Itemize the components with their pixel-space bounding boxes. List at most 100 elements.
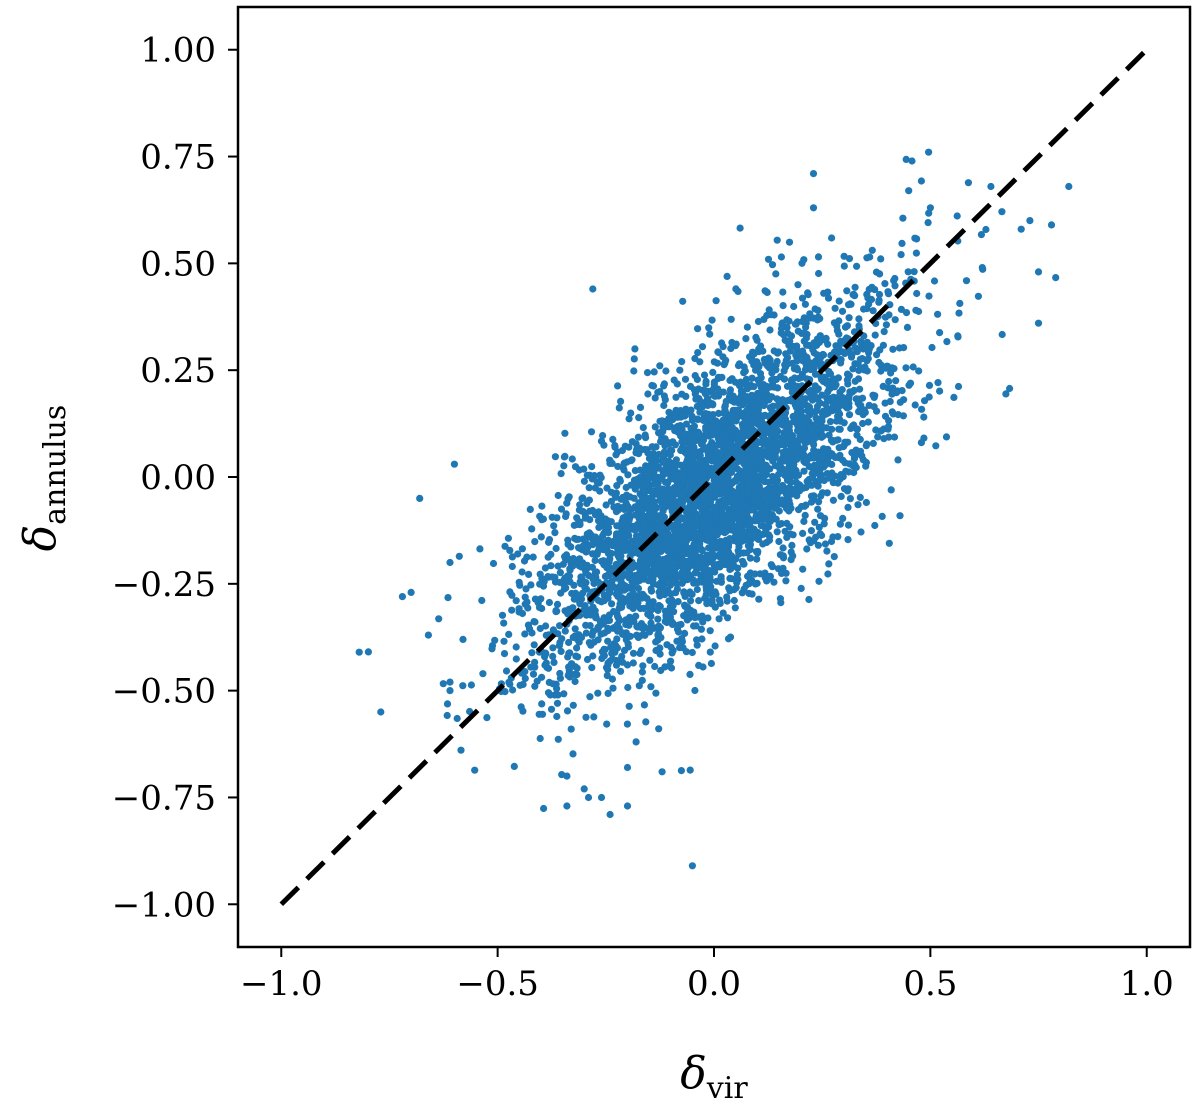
data-point <box>727 468 736 476</box>
data-point <box>651 423 659 431</box>
data-point <box>519 680 527 689</box>
data-point <box>672 393 680 401</box>
data-point <box>545 538 553 546</box>
data-point <box>786 396 794 404</box>
data-point <box>718 441 726 449</box>
data-point <box>613 522 621 530</box>
data-point <box>564 671 572 680</box>
data-point <box>691 450 699 458</box>
data-point <box>705 485 714 493</box>
data-point <box>796 445 804 453</box>
data-point <box>776 595 785 603</box>
data-point <box>902 309 911 317</box>
data-point <box>590 713 598 721</box>
data-point <box>597 630 605 638</box>
data-point <box>549 652 557 661</box>
y-tick-label: 0.25 <box>140 351 216 391</box>
data-point <box>908 157 916 165</box>
data-point <box>934 310 942 318</box>
data-point <box>512 643 520 651</box>
data-point <box>841 402 850 410</box>
data-point <box>748 357 756 365</box>
data-point <box>869 439 877 447</box>
data-point <box>870 403 878 411</box>
data-point <box>777 325 786 333</box>
data-point <box>803 341 811 349</box>
data-point <box>731 604 739 612</box>
data-point <box>606 555 614 563</box>
data-point <box>880 328 888 336</box>
y-axis-label-subscript: annulus <box>38 405 73 525</box>
data-point <box>770 515 778 523</box>
data-point <box>810 339 818 347</box>
data-point <box>691 686 699 695</box>
data-point <box>801 300 810 308</box>
data-point <box>618 652 626 661</box>
data-point <box>738 401 747 409</box>
data-point <box>599 432 607 440</box>
data-point <box>816 332 824 340</box>
data-point <box>719 388 728 396</box>
data-point <box>855 315 863 323</box>
data-point <box>501 542 509 550</box>
data-point <box>671 427 679 435</box>
data-point <box>765 536 774 544</box>
data-point <box>840 262 848 270</box>
y-tick-label: −0.75 <box>112 778 216 818</box>
data-point <box>698 635 706 643</box>
data-point <box>588 664 596 672</box>
data-point <box>719 517 727 525</box>
data-point <box>755 595 763 603</box>
data-point <box>675 621 683 629</box>
data-point <box>692 465 700 473</box>
data-point <box>654 463 662 471</box>
data-point <box>669 601 677 610</box>
data-point <box>636 403 645 411</box>
data-point <box>738 434 747 442</box>
data-point <box>553 712 561 721</box>
data-point <box>621 582 629 590</box>
data-point <box>695 597 703 605</box>
data-point <box>529 670 538 678</box>
data-point <box>742 501 750 509</box>
data-point <box>746 482 754 490</box>
data-point <box>1065 182 1073 191</box>
data-point <box>850 455 859 463</box>
data-point <box>788 445 796 453</box>
data-point <box>851 377 859 385</box>
data-point <box>721 431 729 440</box>
data-point <box>710 391 718 399</box>
data-point <box>846 495 855 503</box>
data-point <box>719 343 727 351</box>
data-point <box>576 501 584 509</box>
data-point <box>733 579 741 587</box>
data-point <box>700 371 709 379</box>
data-point <box>852 395 860 403</box>
data-point <box>753 413 761 421</box>
data-point <box>783 360 791 368</box>
data-point <box>785 430 794 438</box>
data-point <box>773 433 781 441</box>
data-point <box>689 551 697 560</box>
data-point <box>930 277 939 285</box>
data-point <box>563 772 571 780</box>
data-point <box>962 277 971 285</box>
data-point <box>977 231 986 239</box>
data-point <box>531 658 539 666</box>
data-point <box>542 659 550 667</box>
data-point <box>708 316 716 324</box>
data-point <box>953 212 961 220</box>
data-point <box>783 519 791 528</box>
data-point <box>978 264 986 272</box>
data-point <box>884 290 893 298</box>
data-point <box>702 410 710 418</box>
data-point <box>831 453 840 462</box>
data-point <box>656 362 664 370</box>
data-point <box>793 357 801 365</box>
data-point <box>639 424 647 432</box>
data-point <box>767 561 775 569</box>
data-point <box>624 683 632 692</box>
data-point <box>819 432 827 440</box>
data-point <box>709 368 717 376</box>
data-point <box>706 648 714 656</box>
